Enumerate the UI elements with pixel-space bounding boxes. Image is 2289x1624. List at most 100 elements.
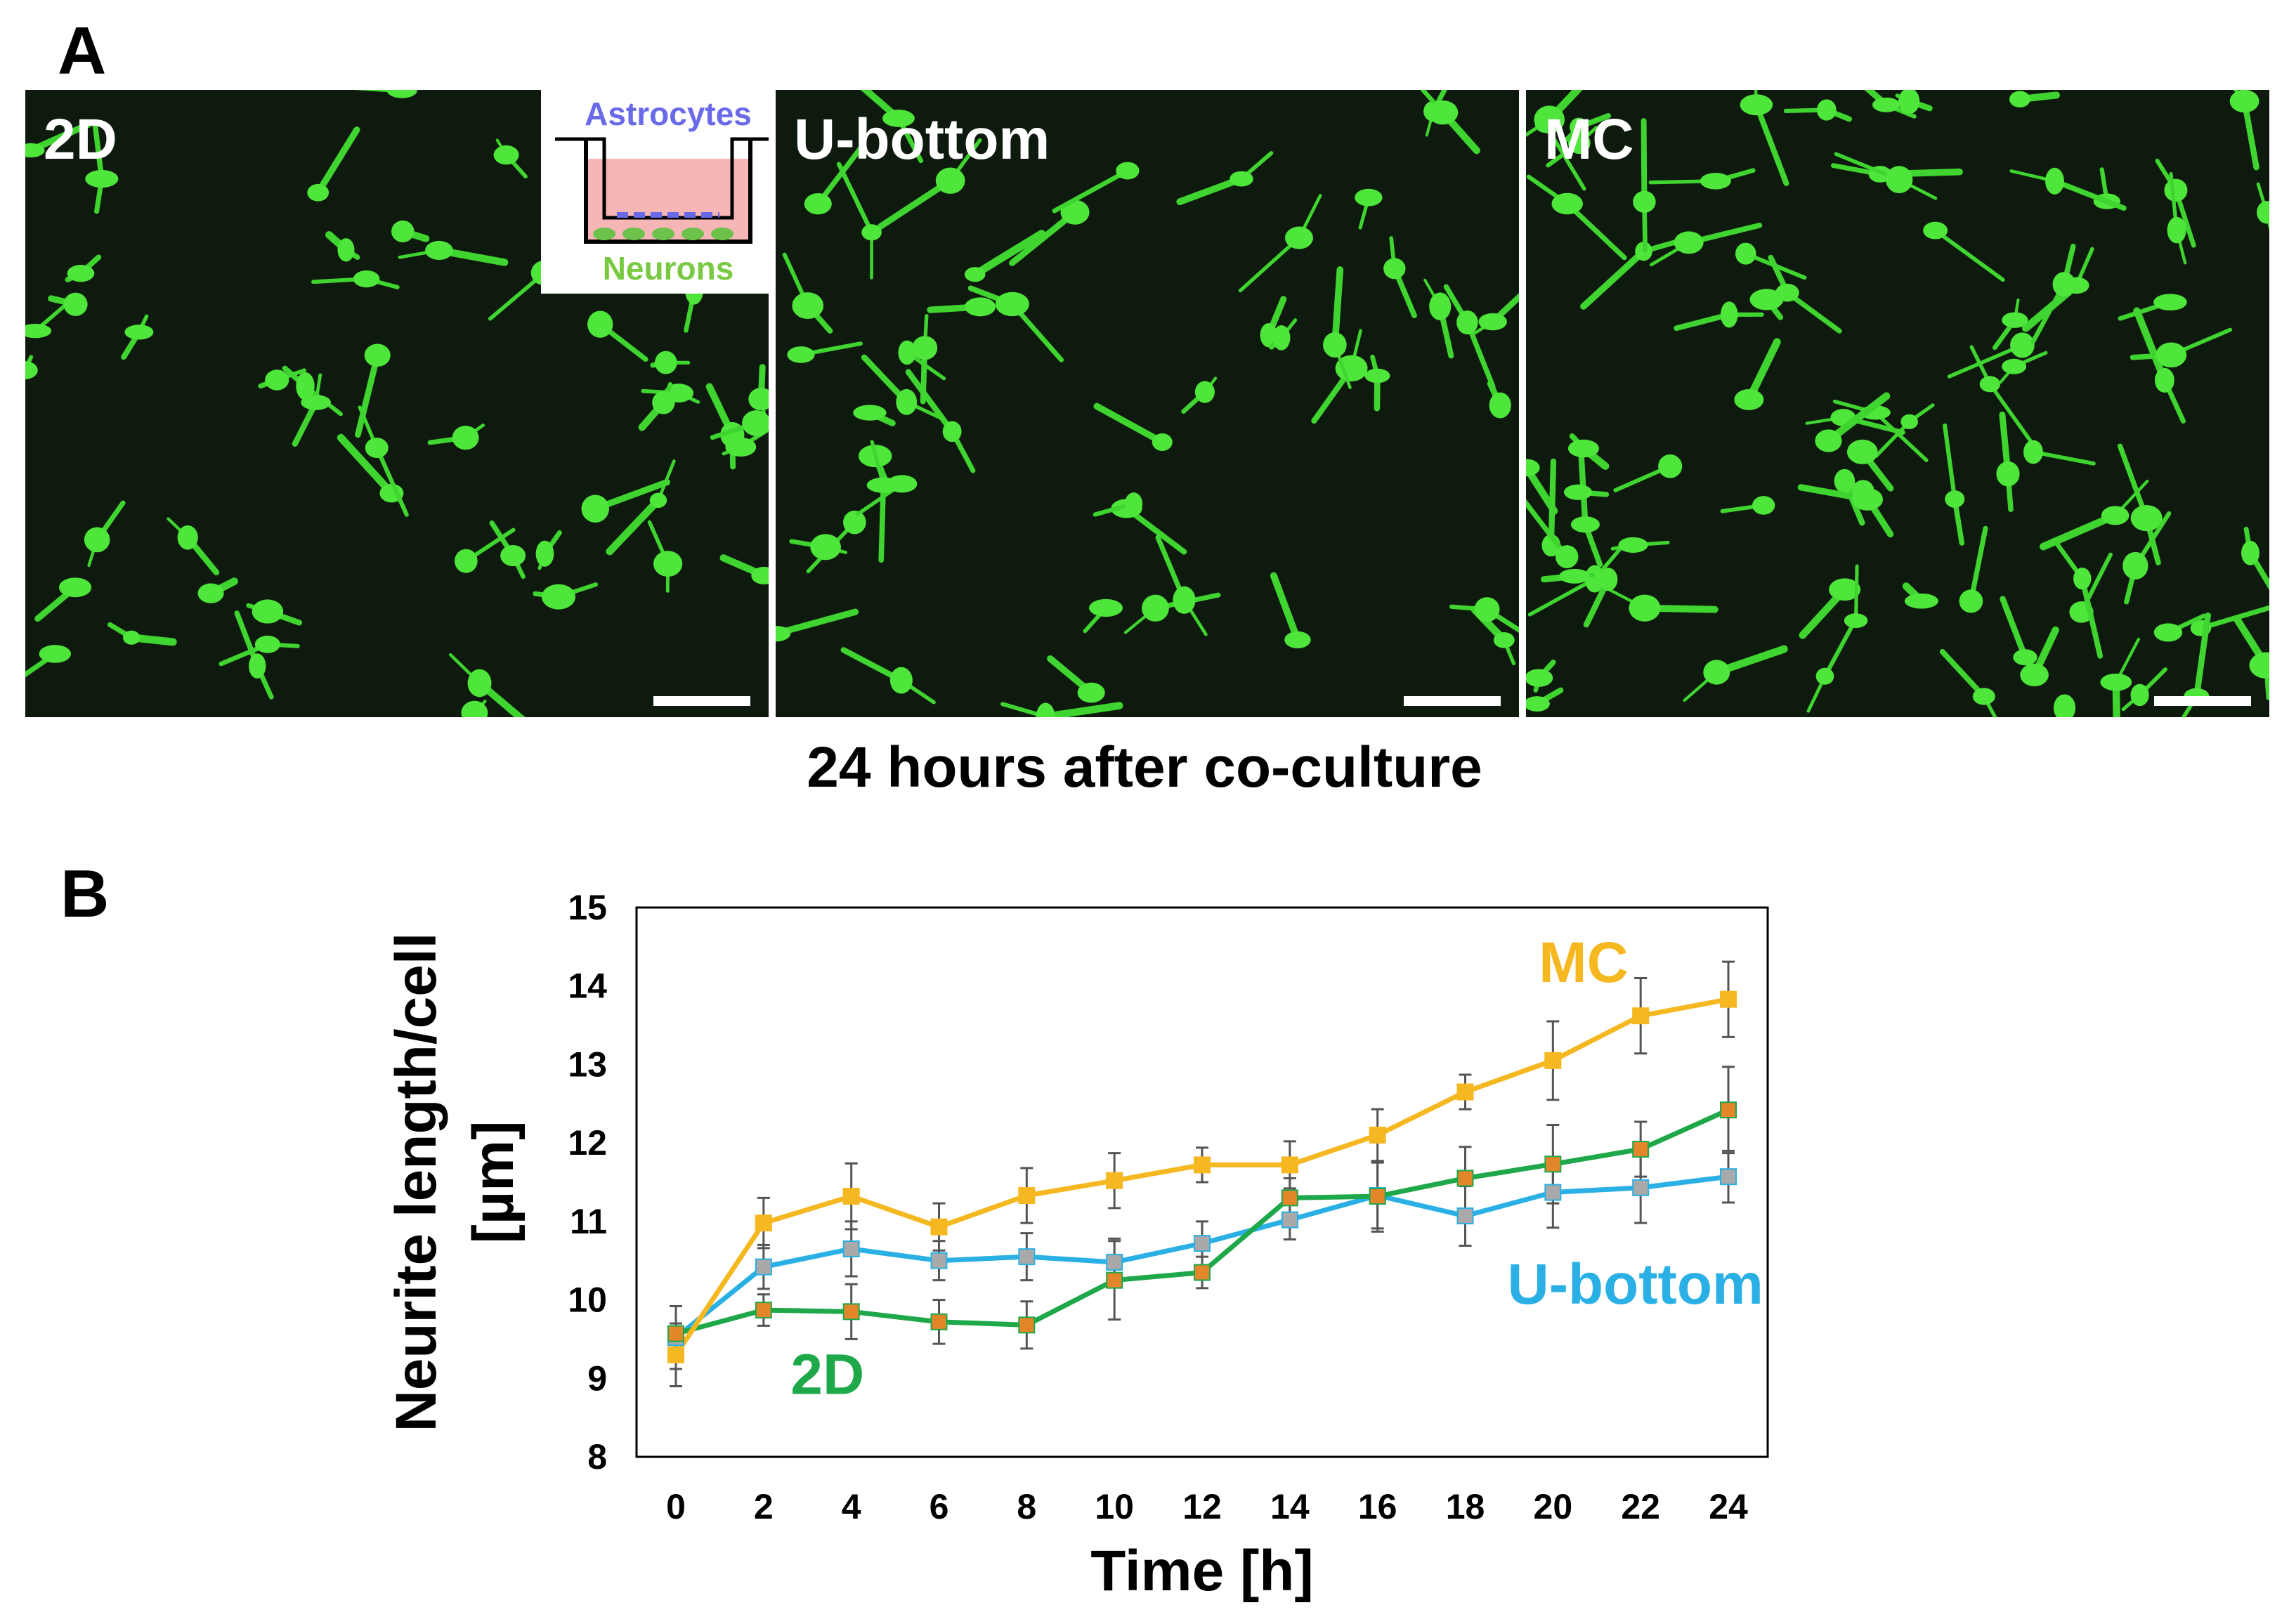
cell-body (2164, 178, 2188, 202)
cell-body (2023, 440, 2043, 464)
data-point-2d (755, 1302, 772, 1319)
neurite (2193, 612, 2211, 700)
cell-body (2045, 167, 2064, 195)
cell-body (935, 167, 965, 194)
series-label-2d: 2D (790, 1343, 864, 1407)
x-tick-label: 0 (666, 1487, 686, 1526)
y-tick-label: 15 (568, 888, 607, 927)
cell-body (1584, 565, 1605, 593)
cell-body (787, 346, 815, 363)
cell-body (391, 220, 415, 242)
cell-body (1752, 496, 1775, 515)
cell-body (1456, 310, 1478, 335)
cell-body (1599, 568, 1618, 591)
data-point-2d (1194, 1264, 1211, 1281)
cell-body (535, 540, 554, 567)
cell-body (652, 391, 675, 414)
cell-body (1559, 568, 1590, 584)
cell-group (25, 90, 769, 717)
cell-body (1851, 487, 1884, 511)
cell-body (1077, 682, 1105, 703)
neurite (1988, 382, 2033, 443)
x-tick-label: 18 (1446, 1487, 1485, 1526)
cell-body (1555, 545, 1579, 568)
cell-body (1272, 325, 1291, 351)
cell-body (1900, 414, 1918, 429)
series-markers (667, 990, 1737, 1363)
cell-body (1036, 702, 1055, 717)
plot-area (635, 906, 1769, 1458)
x-tick-label: 2 (754, 1487, 774, 1526)
neurite (1565, 201, 1627, 261)
y-tick-label: 8 (587, 1437, 607, 1476)
cell-body (500, 544, 526, 567)
neurite (860, 90, 902, 122)
panel-a-letter: A (58, 13, 107, 89)
cell-body (1846, 439, 1878, 464)
neurite (1853, 564, 1859, 623)
cell-body (1570, 516, 1600, 533)
cell-body (1700, 172, 1731, 190)
cell-body (1284, 631, 1311, 648)
cell-body (25, 361, 38, 379)
x-tick-label: 8 (1017, 1487, 1036, 1526)
cell-body (365, 438, 389, 458)
data-point-u-bottom (1632, 1179, 1650, 1196)
error-bars (670, 960, 1735, 1387)
data-point-2d (667, 1325, 684, 1342)
data-point-mc (842, 1188, 860, 1205)
data-point-2d (1456, 1170, 1474, 1187)
data-point-2d (1369, 1188, 1386, 1205)
cell-body (2130, 504, 2163, 532)
cell-body (124, 325, 154, 340)
cell-body (1335, 355, 1368, 381)
data-point-mc (1106, 1172, 1123, 1189)
cell-body (810, 534, 841, 561)
cell-body (296, 372, 315, 400)
cell-body (542, 584, 576, 610)
neurite (776, 608, 859, 637)
cell-body (2002, 358, 2027, 374)
cell-body (425, 240, 453, 261)
cell-body (254, 635, 280, 653)
x-tick-label: 14 (1270, 1487, 1310, 1526)
cell-body (2154, 367, 2174, 393)
cell-body (2052, 272, 2076, 297)
cell-body (1720, 301, 1738, 328)
cell-body (2100, 673, 2132, 691)
neurite (1238, 235, 1301, 293)
cell-body (843, 510, 866, 535)
y-tick-label: 9 (587, 1358, 607, 1398)
data-point-2d (1720, 1101, 1737, 1119)
cell-body (776, 625, 791, 642)
cell-body (39, 645, 72, 663)
micrograph-mc: MC (1526, 90, 2269, 717)
neurite (1526, 499, 1570, 560)
panel-b-letter: B (60, 856, 110, 931)
neurite (836, 162, 874, 235)
neurite (1543, 122, 1586, 191)
neurite (355, 352, 381, 438)
data-point-mc (1018, 1186, 1036, 1204)
cell-body (1173, 586, 1196, 614)
cell-body (1563, 484, 1593, 500)
cell-body (1886, 166, 1913, 194)
x-tick-label: 16 (1358, 1487, 1397, 1526)
cell-body (123, 630, 141, 645)
y-tick-label: 12 (568, 1123, 607, 1163)
cell-body (1703, 660, 1730, 685)
cell-body (995, 292, 1029, 317)
cell-body (965, 297, 996, 317)
cell-body (581, 495, 609, 523)
cell-body (2073, 568, 2092, 590)
data-point-u-bottom (1194, 1235, 1211, 1252)
neurite (337, 433, 396, 497)
data-point-mc (1369, 1126, 1386, 1144)
neurite (1527, 577, 1597, 617)
neurite (1947, 343, 2025, 379)
cell-body (1923, 221, 1948, 240)
y-axis-ticks: 8 9 10 11 12 13 14 15 (568, 888, 607, 1476)
cell-body (177, 525, 198, 550)
cell-body (866, 477, 900, 493)
cell-body (25, 143, 45, 158)
